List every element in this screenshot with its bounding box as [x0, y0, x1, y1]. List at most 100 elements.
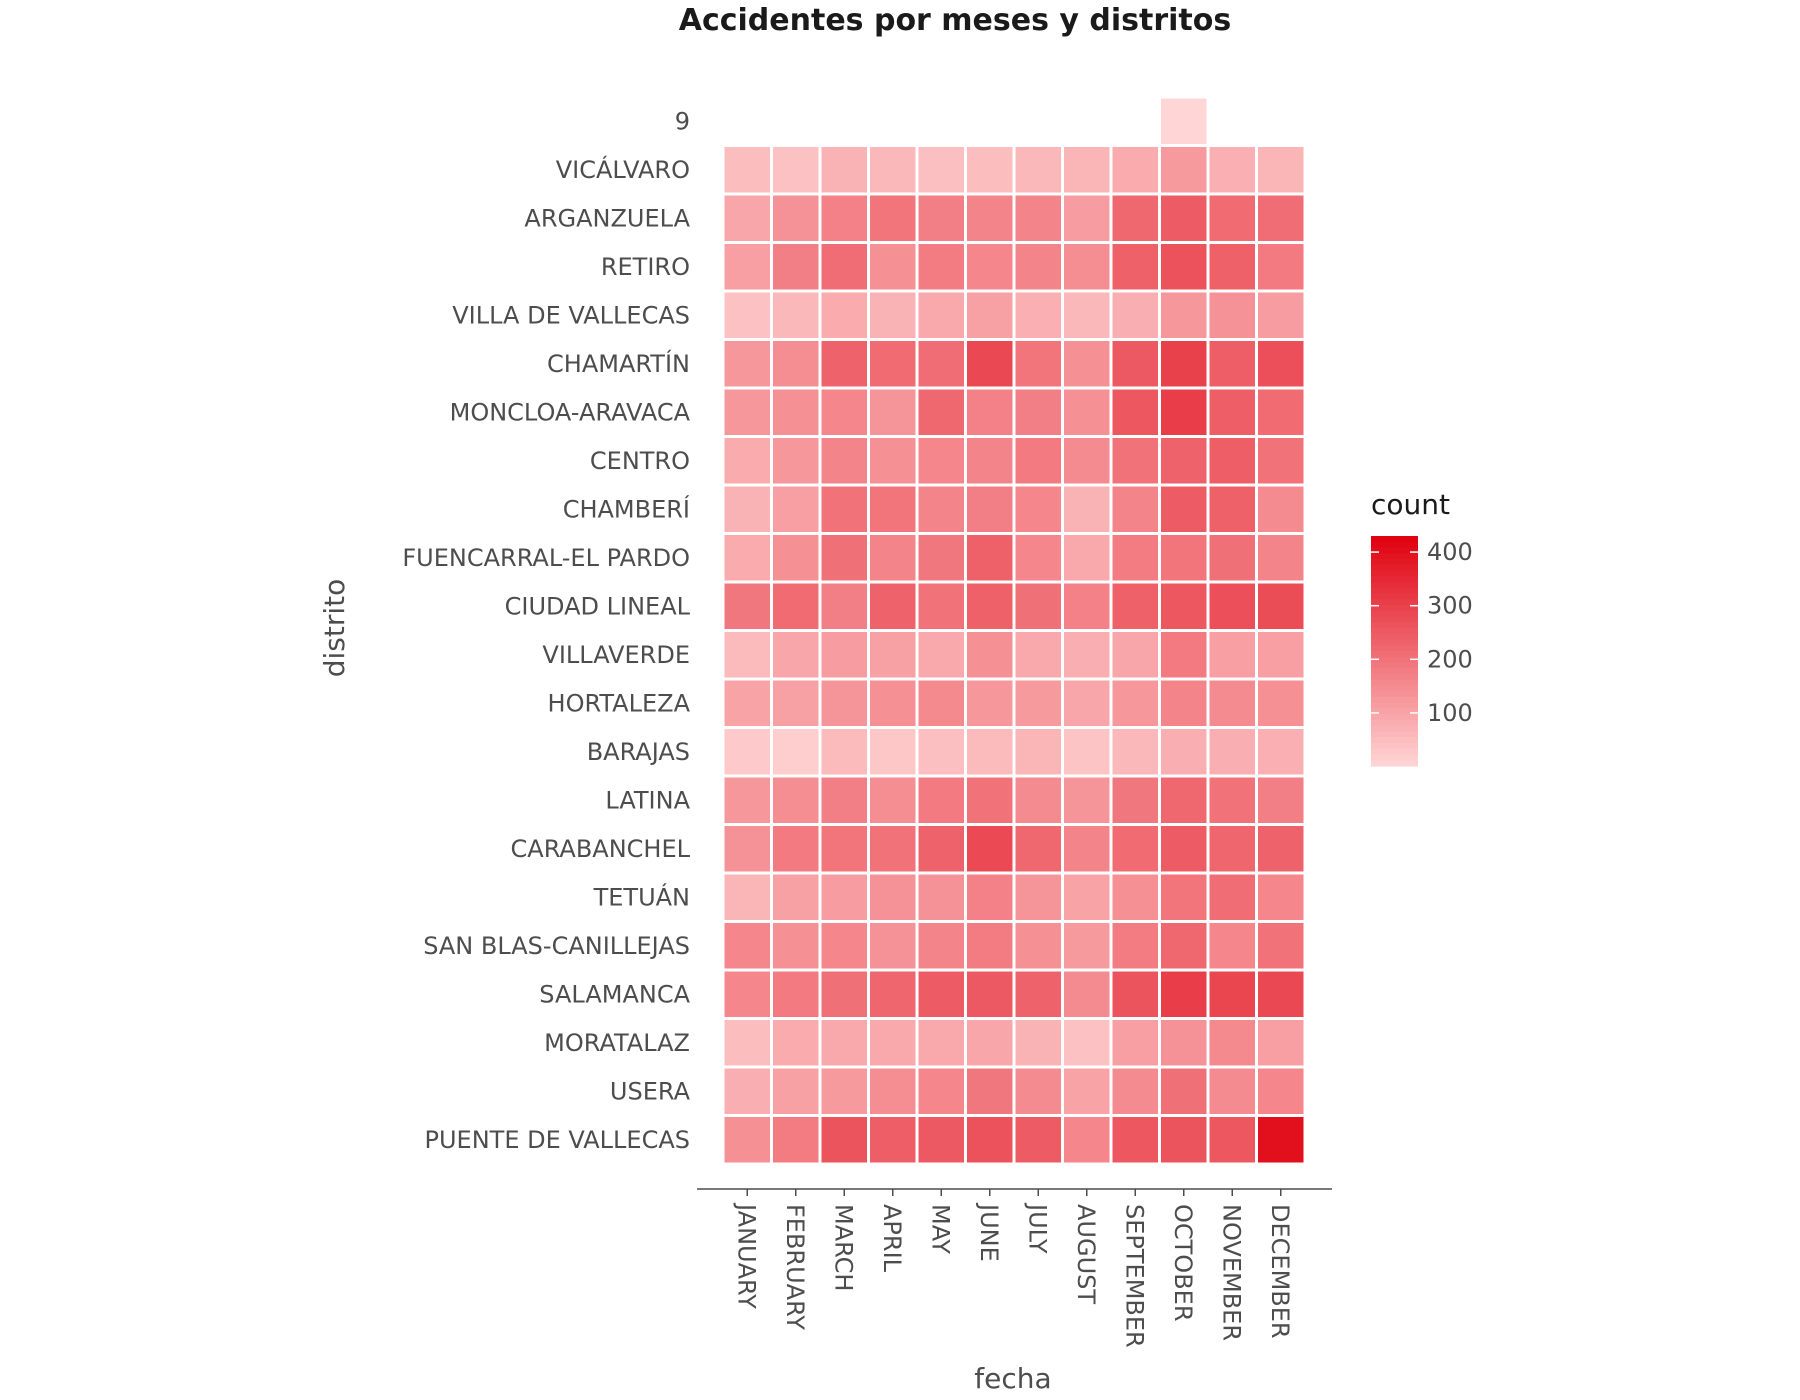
x-ticks	[746, 1189, 1282, 1196]
heatmap-cell	[967, 389, 1013, 435]
legend-gradient-segment	[1371, 691, 1418, 698]
color-legend: count 100 200 300 400	[1371, 488, 1473, 767]
heatmap-cell	[1258, 438, 1304, 484]
y-tick-label: 9	[675, 107, 690, 135]
heatmap-cell	[1064, 971, 1110, 1017]
heatmap-cell	[1258, 729, 1304, 775]
heatmap-cell	[821, 389, 867, 435]
heatmap-cell	[724, 341, 770, 387]
legend-gradient-segment	[1371, 559, 1418, 566]
heatmap-cell	[1064, 680, 1110, 726]
heatmap-cell	[1015, 147, 1061, 193]
y-tick-label: CHAMBERÍ	[563, 494, 690, 523]
legend-gradient-segment	[1371, 662, 1418, 669]
x-tick-label: DECEMBER	[1266, 1204, 1294, 1339]
heatmap-cell	[1064, 583, 1110, 629]
heatmap-cell	[918, 874, 964, 920]
heatmap-cell	[1112, 195, 1158, 241]
heatmap-cell	[1258, 1068, 1304, 1114]
heatmap-cell	[1209, 147, 1255, 193]
heatmap-cell	[1209, 438, 1255, 484]
heatmap-cell	[821, 632, 867, 678]
heatmap-cell	[967, 195, 1013, 241]
heatmap-cell	[1064, 826, 1110, 872]
heatmap-cell	[1064, 341, 1110, 387]
heatmap-cell	[918, 535, 964, 581]
heatmap-cell	[1015, 1117, 1061, 1163]
legend-title: count	[1371, 488, 1450, 521]
heatmap-cell	[1258, 971, 1304, 1017]
heatmap-cell	[724, 777, 770, 823]
heatmap-cell	[773, 147, 819, 193]
heatmap-cell	[1258, 341, 1304, 387]
x-tick-label: JULY	[1023, 1202, 1051, 1254]
heatmap-cell	[724, 583, 770, 629]
heatmap-cell	[870, 535, 916, 581]
legend-gradient-segment	[1371, 570, 1418, 577]
heatmap-cell	[1209, 777, 1255, 823]
heatmap-cell	[870, 389, 916, 435]
legend-gradient-segment	[1371, 541, 1418, 549]
legend-gradient-segment	[1371, 679, 1418, 687]
heatmap-cell	[1161, 777, 1207, 823]
heatmap-cell	[773, 438, 819, 484]
heatmap-cell	[773, 1020, 819, 1066]
y-tick-label: ARGANZUELA	[524, 204, 690, 232]
heatmap-cell	[1258, 244, 1304, 290]
heatmap-cell	[1258, 680, 1304, 726]
y-tick-label: FUENCARRAL-EL PARDO	[402, 544, 690, 572]
heatmap-cell	[1258, 535, 1304, 581]
heatmap-cell	[1209, 389, 1255, 435]
heatmap-cell	[773, 1068, 819, 1114]
heatmap-cell	[724, 195, 770, 241]
heatmap-cell	[1112, 874, 1158, 920]
y-tick-label: VICÁLVARO	[556, 155, 690, 184]
heatmap-cell	[1161, 583, 1207, 629]
heatmap-cell	[773, 244, 819, 290]
heatmap-cell	[1112, 971, 1158, 1017]
y-tick-label: VILLAVERDE	[542, 641, 690, 669]
heatmap-cell	[1064, 438, 1110, 484]
heatmap-cell	[918, 244, 964, 290]
legend-gradient-segment	[1371, 708, 1418, 715]
heatmap-cell	[821, 971, 867, 1017]
heatmap-cell	[870, 583, 916, 629]
heatmap-cell	[918, 341, 964, 387]
heatmap-cell	[724, 147, 770, 193]
heatmap-cell	[1161, 389, 1207, 435]
heatmap-cell	[967, 826, 1013, 872]
y-axis-title: distrito	[318, 579, 351, 678]
heatmap-cell	[1209, 244, 1255, 290]
legend-gradient-segment	[1371, 697, 1418, 704]
heatmap-cell	[1209, 680, 1255, 726]
heatmap-cell	[1258, 292, 1304, 338]
heatmap-cell	[773, 1117, 819, 1163]
heatmap-cell	[870, 486, 916, 532]
heatmap-cell	[773, 341, 819, 387]
heatmap-cell	[1064, 147, 1110, 193]
legend-gradient-segment	[1371, 576, 1418, 583]
heatmap-cell	[1161, 341, 1207, 387]
heatmap-cell	[1209, 632, 1255, 678]
heatmap-cell	[1209, 874, 1255, 920]
heatmap-cell	[1209, 1117, 1255, 1163]
x-tick-labels: JANUARY FEBRUARY MARCH APRIL MAY JUNE JULY AUGU…	[732, 1202, 1294, 1348]
heatmap-cell	[1209, 341, 1255, 387]
heatmap-cell	[1209, 486, 1255, 532]
heatmap-cell	[918, 438, 964, 484]
heatmap-cell	[1064, 632, 1110, 678]
legend-gradient-segment	[1371, 656, 1418, 664]
heatmap-cell	[1064, 195, 1110, 241]
heatmap-cell	[870, 244, 916, 290]
heatmap-cell	[773, 680, 819, 726]
heatmap-cell	[918, 583, 964, 629]
heatmap-cell	[1015, 486, 1061, 532]
heatmap-cell	[1064, 535, 1110, 581]
heatmap-cell	[870, 874, 916, 920]
heatmap-cell	[821, 1020, 867, 1066]
y-tick-label: TETUÁN	[593, 882, 690, 911]
heatmap-cell	[1258, 632, 1304, 678]
x-tick-label: FEBRUARY	[781, 1204, 809, 1330]
heatmap-cell	[724, 971, 770, 1017]
heatmap-cell	[918, 389, 964, 435]
